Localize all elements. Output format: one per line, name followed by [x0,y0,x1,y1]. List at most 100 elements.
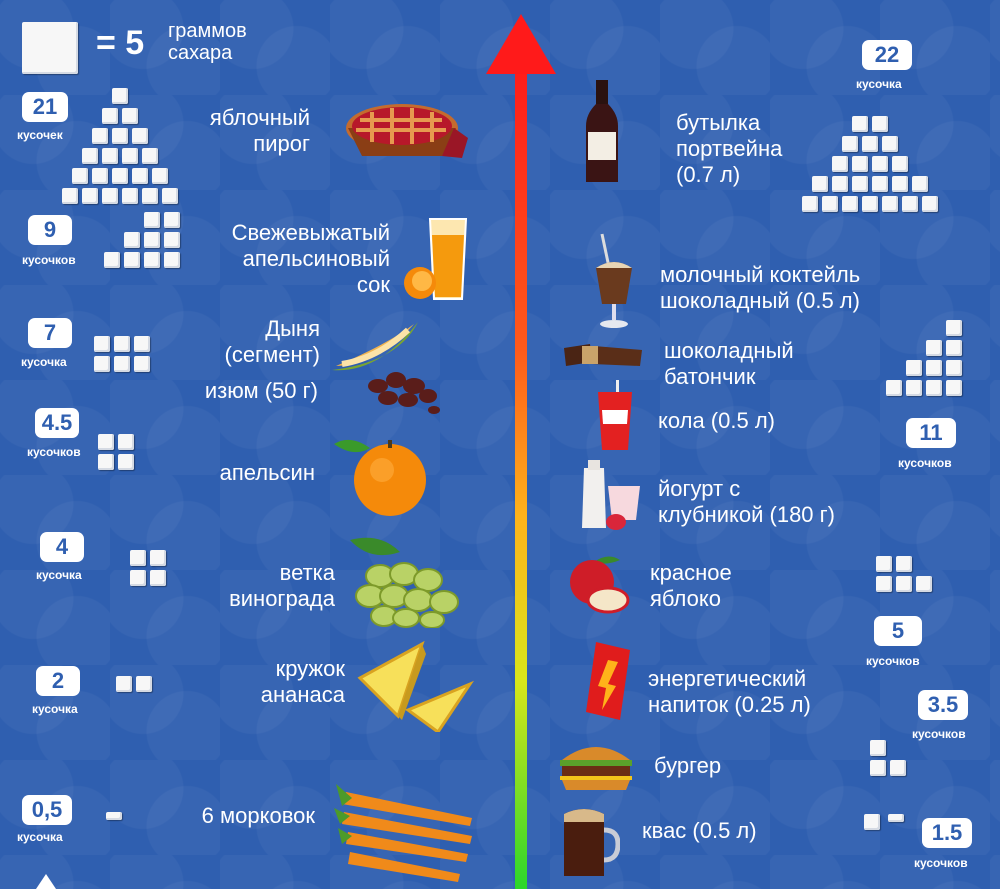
badge-grapes: 4 [40,532,84,562]
orange-icon [334,439,426,516]
sugar-cube [72,168,88,184]
sugar-cubes-grapes [130,550,176,592]
sugar-cubes-port-wine [802,116,962,216]
sugar-cube [882,136,898,152]
sugar-cube [876,576,892,592]
sugar-cube [896,576,912,592]
sugar-cube [92,128,108,144]
sugar-cube [94,356,110,372]
label-burger: бургер [654,753,722,778]
sugar-cube [94,336,110,352]
sugar-cube [116,676,132,692]
sugar-cube [122,188,138,204]
burger-icon [560,747,632,790]
raisins-icon [368,372,440,414]
unit-cola: кусочков [898,456,952,470]
sugar-cube [102,188,118,204]
sugar-cube [832,176,848,192]
carrots-icon [334,784,472,882]
unit-kvass: кусочков [914,856,968,870]
unit-pineapple: кусочка [32,702,78,716]
sugar-cube [852,176,868,192]
sugar-cube [872,156,888,172]
sugar-cubes-melon [94,336,164,378]
sugar-cube [916,576,932,592]
sugar-cube [122,108,138,124]
sugar-cube [98,434,114,450]
sugar-cube [152,168,168,184]
label-red-apple: красное яблоко [650,560,732,611]
sugar-cube [852,116,868,132]
unit-apple-pie: кусочек [17,128,63,142]
sugar-cube [926,380,942,396]
sugar-cube [112,128,128,144]
melon-icon [332,322,418,371]
sugar-cubes-energy-drink [870,740,926,780]
sugar-cube [870,760,886,776]
sugar-cube [150,570,166,586]
sugar-cubes-pineapple [116,676,162,696]
sugar-cube [946,360,962,376]
unit-grapes: кусочка [36,568,82,582]
sugar-cube-half [888,814,904,822]
badge-carrots: 0,5 [22,795,72,825]
sugar-cube [144,212,160,228]
sugar-cube [876,556,892,572]
sugar-cube [104,252,120,268]
unit-orange: кусочков [27,445,81,459]
label-apple-pie: яблочный пирог [209,105,310,156]
sugar-cube [112,168,128,184]
badge-cola: 11 [906,418,956,448]
badge-apple-pie: 21 [22,92,68,122]
sugar-cube [164,232,180,248]
sugar-cube [118,434,134,450]
badge-red-apple: 5 [874,616,922,646]
sugar-cube [102,108,118,124]
corner-triangle-icon [36,874,56,889]
sugar-cube [164,212,180,228]
label-milkshake: молочный коктейль шоколадный (0.5 л) [660,262,861,313]
sugar-cube [892,176,908,192]
label-cola: кола (0.5 л) [658,408,775,433]
red-apple-icon [570,556,630,614]
label-pineapple: кружок ананаса [260,656,345,707]
orange-juice-icon [404,218,468,300]
sugar-cube [812,176,828,192]
sugar-cube [896,556,912,572]
sugar-cube [92,168,108,184]
legend-value: = 5 [96,24,145,62]
unit-red-apple: кусочков [866,654,920,668]
sugar-cube-half [106,812,122,820]
sugar-cube [82,188,98,204]
sugar-cube [882,196,898,212]
sugar-cube [82,148,98,164]
sugar-cube [946,320,962,336]
sugar-cube [862,196,878,212]
label-grapes: ветка винограда [229,560,335,611]
sugar-cube [864,814,880,830]
label-port-wine: бутылка портвейна (0.7 л) [676,110,783,187]
sugar-cube-legend-icon [22,22,78,74]
sugar-cube [142,188,158,204]
sugar-cube [122,148,138,164]
legend-unit: граммов сахара [168,20,247,64]
sugar-cubes-cola [886,320,976,400]
badge-melon: 7 [28,318,72,348]
sugar-cube [902,196,918,212]
arrow-up-icon [486,14,556,74]
sugar-cube [114,356,130,372]
badge-port-wine: 22 [862,40,912,70]
sugar-cube [62,188,78,204]
chocolate-bar-icon [564,344,642,366]
sugar-cube [102,148,118,164]
sugar-cubes-orange-juice [104,212,194,282]
sugar-cube [114,336,130,352]
sugar-cube [150,550,166,566]
grapes-icon [350,537,459,628]
sugar-cube [822,196,838,212]
sugar-cube [144,232,160,248]
unit-orange-juice: кусочков [22,253,76,267]
sugar-cube [134,336,150,352]
sugar-cube [926,360,942,376]
strawberry-yogurt-icon [582,460,640,530]
